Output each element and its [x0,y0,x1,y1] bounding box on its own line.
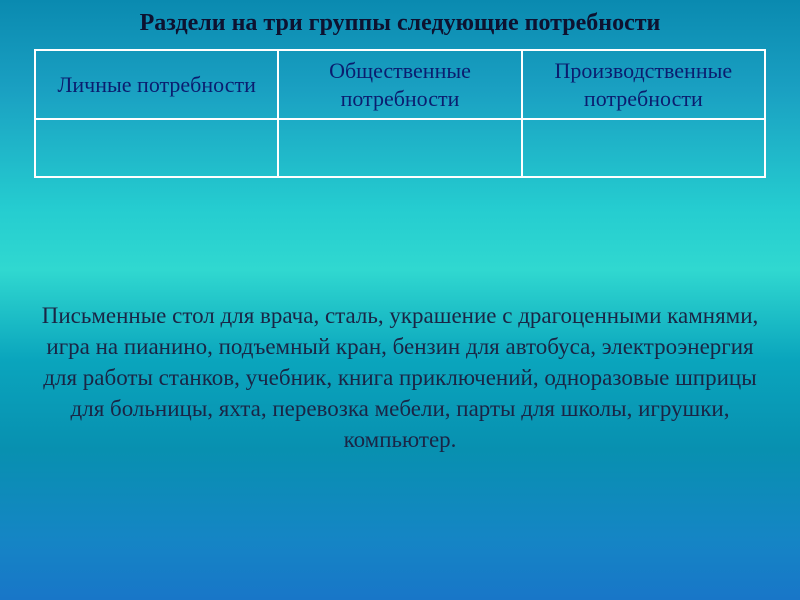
cell-production [522,119,765,177]
cell-personal [35,119,278,177]
col-social: Общественные потребности [278,50,521,119]
items-paragraph: Письменные стол для врача, сталь, украше… [0,300,800,455]
col-production: Производственные потребности [522,50,765,119]
table-row [35,119,765,177]
cell-social [278,119,521,177]
slide-title: Раздели на три группы следующие потребно… [0,0,800,49]
col-personal: Личные потребности [35,50,278,119]
needs-table: Личные потребности Общественные потребно… [34,49,766,178]
needs-table-container: Личные потребности Общественные потребно… [0,49,800,178]
table-header-row: Личные потребности Общественные потребно… [35,50,765,119]
